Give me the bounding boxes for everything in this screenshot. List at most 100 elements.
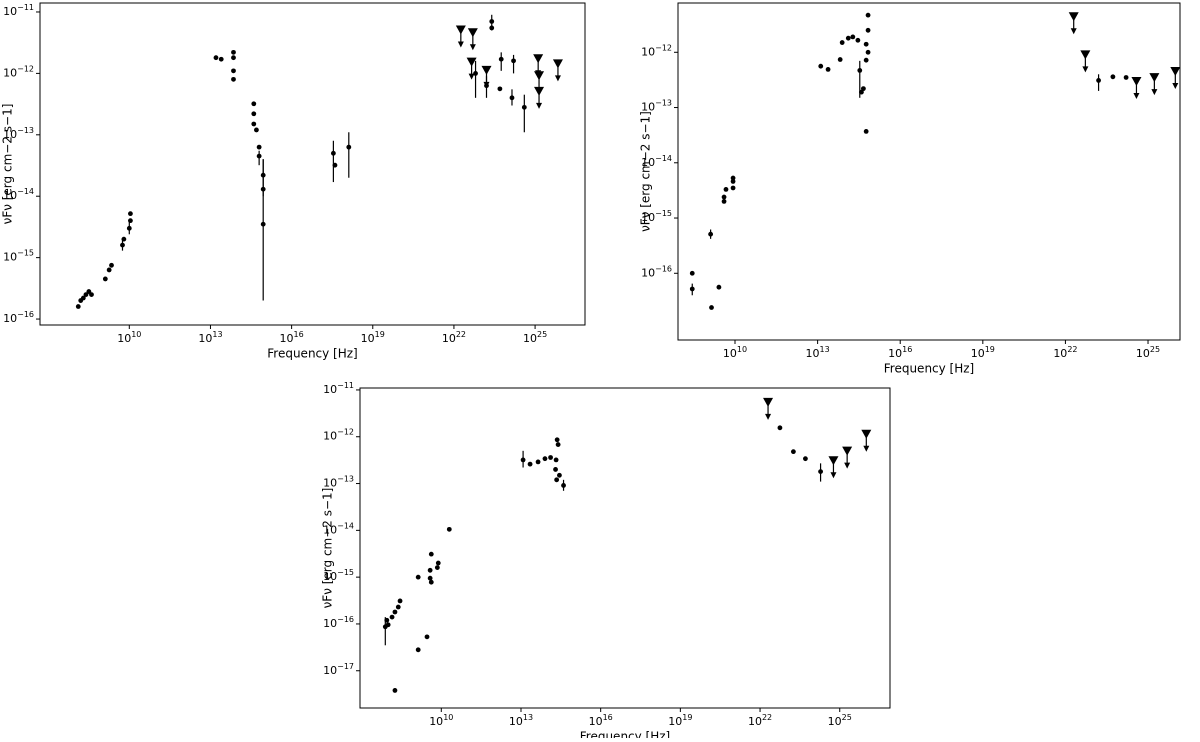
data-point xyxy=(489,19,495,24)
data-point xyxy=(857,68,863,73)
x-tick-label-base: 10 xyxy=(723,347,737,360)
x-tick-label: 1016 xyxy=(888,345,912,361)
data-point xyxy=(260,221,266,227)
x-tick-label-base: 10 xyxy=(589,715,603,728)
upper-limit xyxy=(1149,73,1160,83)
data-point xyxy=(863,41,869,47)
data-point xyxy=(231,55,236,61)
data-point xyxy=(121,236,127,242)
y-axis-label: νFν [erg cm−2 s−1] xyxy=(321,488,335,609)
x-tick-label-exp: 19 xyxy=(375,330,385,339)
upper-limit xyxy=(861,429,872,439)
data-point xyxy=(845,35,851,41)
data-point xyxy=(709,305,714,310)
data-point xyxy=(777,425,783,431)
data-point xyxy=(231,49,236,55)
y-tick-label: 10−16 xyxy=(323,614,354,630)
data-point xyxy=(825,67,831,72)
data-point xyxy=(489,25,495,31)
x-tick-label: 1019 xyxy=(668,713,692,729)
y-tick-label: 10−14 xyxy=(3,187,34,203)
data-point xyxy=(689,286,695,292)
x-tick-label: 1022 xyxy=(748,713,772,729)
data-point xyxy=(818,469,823,474)
y-tick-label: 10−11 xyxy=(323,380,354,396)
upper-limit xyxy=(552,59,563,69)
data-point xyxy=(102,276,108,282)
data-point xyxy=(473,70,478,76)
x-tick-label-exp: 13 xyxy=(212,330,222,339)
upper-limit xyxy=(763,397,774,407)
limit-arrow-head xyxy=(844,462,851,469)
plot-frame xyxy=(359,387,891,709)
y-tick-label-exp: −16 xyxy=(17,310,34,319)
data-point xyxy=(434,565,440,570)
data-point xyxy=(415,574,421,580)
x-tick-label-exp: 25 xyxy=(537,330,547,339)
y-tick-label-exp: −11 xyxy=(17,2,34,11)
data-point xyxy=(721,199,727,204)
data-point xyxy=(435,560,441,566)
data-point xyxy=(863,57,869,63)
x-tick-label: 1025 xyxy=(1136,345,1160,361)
y-tick-label: 10−17 xyxy=(323,661,354,677)
upper-limit xyxy=(534,71,545,81)
upper-limit xyxy=(534,86,545,96)
x-tick-label-exp: 16 xyxy=(603,713,613,722)
data-point xyxy=(511,58,516,64)
x-axis-label: Frequency [Hz] xyxy=(267,347,358,361)
x-tick-label-exp: 25 xyxy=(842,713,852,722)
data-point xyxy=(839,40,845,45)
data-point xyxy=(497,86,503,92)
x-tick-label-exp: 13 xyxy=(820,345,830,354)
upper-limit xyxy=(533,54,544,64)
y-tick-label-base: 10 xyxy=(323,664,337,677)
limit-arrow-head xyxy=(536,102,543,109)
y-tick-label: 10−14 xyxy=(323,521,354,537)
x-tick-label: 1010 xyxy=(429,713,453,729)
plot-frame xyxy=(677,2,1181,341)
y-tick-label: 10−16 xyxy=(3,310,34,326)
data-point xyxy=(521,104,527,110)
upper-limit xyxy=(842,446,853,456)
x-tick-label-base: 10 xyxy=(117,332,131,345)
x-tick-label-base: 10 xyxy=(429,715,443,728)
data-point xyxy=(542,456,548,462)
data-point xyxy=(509,95,515,101)
data-point xyxy=(803,456,808,462)
x-tick-label-base: 10 xyxy=(198,332,212,345)
y-tick-label-base: 10 xyxy=(323,617,337,630)
data-point xyxy=(126,225,132,231)
data-point xyxy=(535,459,541,465)
limit-arrow-head xyxy=(1151,89,1158,96)
x-tick-label-exp: 13 xyxy=(523,713,533,722)
y-tick-label-exp: −16 xyxy=(655,264,672,273)
data-point xyxy=(860,86,866,92)
x-tick-label: 1013 xyxy=(509,713,533,729)
y-tick-label: 10−12 xyxy=(323,427,354,443)
data-point xyxy=(256,144,262,150)
data-point xyxy=(1096,77,1101,83)
x-tick-label: 1025 xyxy=(828,713,852,729)
x-tick-label-base: 10 xyxy=(888,347,902,360)
data-point xyxy=(716,284,722,290)
y-tick-label-base: 10 xyxy=(641,156,655,169)
x-tick-label: 1010 xyxy=(723,345,747,361)
data-point xyxy=(251,111,257,117)
y-tick-label-base: 10 xyxy=(641,211,655,224)
y-tick-label: 10−12 xyxy=(641,43,672,59)
data-point xyxy=(561,483,566,488)
y-tick-label: 10−14 xyxy=(641,153,672,169)
x-tick-label-exp: 19 xyxy=(985,345,995,354)
x-tick-label: 1019 xyxy=(971,345,995,361)
limit-arrow-head xyxy=(457,41,464,48)
y-tick-label: 10−13 xyxy=(323,474,354,490)
data-point xyxy=(427,575,433,581)
data-point xyxy=(397,598,403,604)
y-axis-label: νFν [erg cm−2 s−1] xyxy=(1,104,15,225)
data-point xyxy=(89,292,94,298)
y-tick-label: 10−15 xyxy=(3,248,34,264)
data-point xyxy=(83,292,89,298)
y-tick-label: 10−15 xyxy=(641,209,672,225)
